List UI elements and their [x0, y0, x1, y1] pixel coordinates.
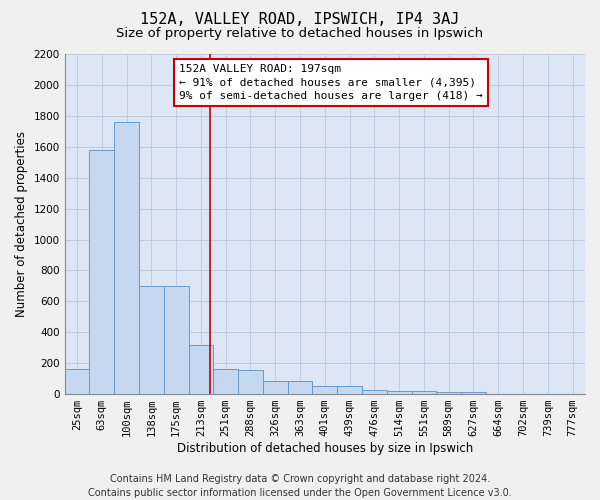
Y-axis label: Number of detached properties: Number of detached properties: [15, 131, 28, 317]
Text: 152A VALLEY ROAD: 197sqm
← 91% of detached houses are smaller (4,395)
9% of semi: 152A VALLEY ROAD: 197sqm ← 91% of detach…: [179, 64, 483, 100]
Bar: [263, 381, 287, 394]
Bar: [387, 391, 412, 394]
Bar: [164, 286, 188, 394]
Bar: [287, 381, 313, 394]
Text: Size of property relative to detached houses in Ipswich: Size of property relative to detached ho…: [116, 28, 484, 40]
Bar: [238, 370, 263, 394]
Bar: [214, 370, 238, 394]
Bar: [412, 391, 436, 394]
Bar: [436, 392, 461, 394]
Text: Contains HM Land Registry data © Crown copyright and database right 2024.
Contai: Contains HM Land Registry data © Crown c…: [88, 474, 512, 498]
Bar: [188, 344, 214, 394]
Bar: [65, 370, 89, 394]
Bar: [114, 122, 139, 394]
Bar: [362, 390, 387, 394]
Text: 152A, VALLEY ROAD, IPSWICH, IP4 3AJ: 152A, VALLEY ROAD, IPSWICH, IP4 3AJ: [140, 12, 460, 28]
Bar: [337, 386, 362, 394]
Bar: [139, 286, 164, 394]
Bar: [461, 392, 486, 394]
Bar: [313, 386, 337, 394]
Bar: [89, 150, 114, 394]
X-axis label: Distribution of detached houses by size in Ipswich: Distribution of detached houses by size …: [177, 442, 473, 455]
